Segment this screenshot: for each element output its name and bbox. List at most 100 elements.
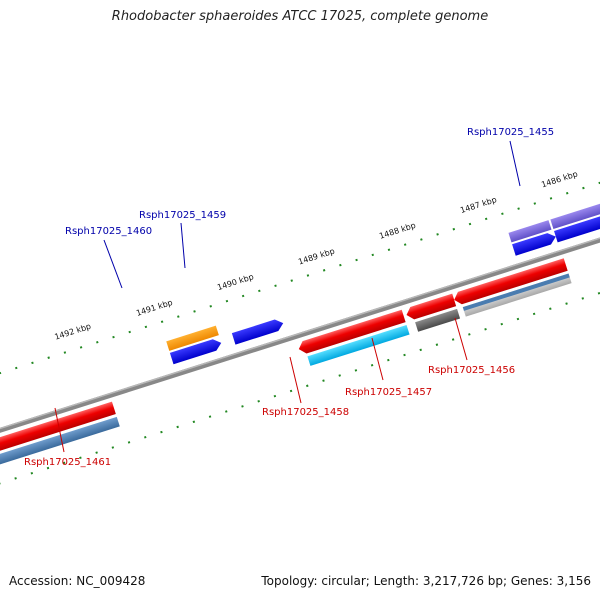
outer-tick-10	[112, 335, 115, 339]
inner-tick-25	[387, 358, 390, 362]
gene-label-1461[interactable]: Rsph17025_1461	[24, 457, 111, 468]
outer-tick-12	[144, 325, 148, 329]
gene-label-1456[interactable]: Rsph17025_1456	[428, 365, 515, 376]
gene-1461-arrow[interactable]	[0, 401, 116, 454]
gene-1455-arrow[interactable]	[512, 231, 558, 256]
outer-tick-7	[63, 351, 67, 354]
gene-rsph17025-1460[interactable]	[166, 325, 223, 365]
callout-line-1459	[180, 222, 186, 269]
gene-label-1457[interactable]: Rsph17025_1457	[345, 387, 432, 398]
outer-tick-14	[177, 315, 180, 318]
backbone-highlight	[0, 214, 600, 446]
gene-1459-arrow[interactable]	[231, 317, 285, 345]
inner-tick-1	[0, 482, 1, 485]
gene-1455-arrow-next[interactable]	[554, 212, 600, 243]
outer-tick-37	[549, 197, 553, 200]
inner-tick-5	[62, 461, 66, 465]
gene-1456-feature-top[interactable]	[462, 273, 570, 311]
gene-1455-feature-right[interactable]	[550, 201, 600, 230]
inner-tick-34	[532, 312, 536, 316]
outer-tick-34	[501, 212, 504, 216]
gene-rsph17025-1456[interactable]	[452, 258, 572, 318]
inner-tick-33	[516, 317, 520, 321]
inner-tick-12	[176, 425, 179, 429]
inner-tick-16	[241, 405, 244, 408]
callout-line-1455	[509, 140, 521, 187]
outer-tick-25	[355, 258, 358, 262]
inner-tick-11	[160, 430, 163, 434]
outer-tick-23	[322, 269, 326, 272]
gene-1458-feature[interactable]	[307, 324, 410, 366]
outer-tick-31	[452, 227, 456, 231]
gene-1458-arrow[interactable]	[297, 309, 406, 356]
gene-1456-arrow[interactable]	[452, 258, 568, 306]
inner-tick-27	[419, 348, 422, 352]
outer-tick-35	[517, 207, 520, 210]
outer-tick-row	[0, 181, 600, 375]
inner-tick-36	[565, 302, 568, 305]
inner-tick-10	[143, 435, 147, 439]
inner-tick-21	[322, 379, 325, 382]
map-title: Rhodobacter sphaeroides ATCC 17025, comp…	[111, 9, 489, 24]
outer-tick-9	[96, 341, 99, 344]
gene-1457-arrow[interactable]	[405, 293, 457, 322]
outer-tick-22	[306, 274, 310, 277]
kbp-label-1492: 1492 kbp	[53, 322, 92, 342]
inner-tick-row	[0, 292, 600, 485]
inner-tick-4	[46, 466, 50, 470]
gene-rsph17025-1455[interactable]	[508, 201, 600, 256]
gene-1460-feature[interactable]	[166, 325, 219, 351]
inner-tick-7	[95, 451, 98, 454]
outer-tick-39	[582, 186, 585, 190]
inner-tick-15	[225, 410, 228, 413]
outer-tick-29	[420, 238, 423, 241]
gene-label-1458[interactable]: Rsph17025_1458	[262, 407, 349, 418]
inner-tick-35	[549, 307, 552, 310]
outer-tick-33	[484, 217, 488, 221]
outer-tick-6	[47, 356, 50, 359]
gene-rsph17025-1457[interactable]	[405, 293, 461, 334]
inner-tick-20	[306, 384, 309, 388]
outer-tick-28	[403, 243, 407, 246]
inner-tick-19	[289, 389, 293, 393]
inner-tick-37	[581, 297, 585, 300]
gene-rsph17025-1458[interactable]	[297, 309, 410, 368]
kbp-label-1490: 1490 kbp	[216, 272, 255, 292]
inner-tick-8	[111, 446, 115, 449]
inner-tick-14	[208, 415, 212, 418]
gene-1460-arrow[interactable]	[169, 337, 223, 365]
inner-tick-32	[500, 322, 503, 326]
gene-label-1455[interactable]: Rsph17025_1455	[467, 127, 554, 138]
kbp-label-1486: 1486 kbp	[540, 169, 579, 189]
inner-tick-3	[30, 471, 34, 475]
gene-label-1459[interactable]: Rsph17025_1459	[139, 210, 226, 221]
callout-line-1458	[289, 356, 302, 404]
gene-1455-feature-left[interactable]	[508, 220, 552, 243]
outer-tick-32	[468, 222, 472, 226]
kbp-label-1491: 1491 kbp	[135, 298, 174, 318]
inner-tick-26	[403, 353, 406, 357]
callout-line-1456	[454, 317, 468, 361]
gene-rsph17025-1461[interactable]	[0, 401, 120, 466]
outer-tick-13	[160, 320, 164, 323]
inner-tick-28	[435, 343, 439, 346]
outer-tick-18	[241, 294, 245, 298]
outer-tick-5	[31, 361, 34, 365]
gene-rsph17025-1459[interactable]	[231, 317, 285, 345]
gene-1461-feature[interactable]	[0, 416, 120, 466]
accession-label: Accession: NC_009428	[9, 574, 146, 588]
outer-tick-26	[371, 253, 375, 257]
inner-tick-22	[338, 374, 341, 377]
gene-label-1460[interactable]: Rsph17025_1460	[65, 226, 152, 237]
outer-tick-16	[209, 305, 212, 308]
outer-tick-36	[533, 202, 537, 205]
inner-tick-9	[127, 441, 131, 444]
kbp-label-1488: 1488 kbp	[378, 221, 417, 241]
inner-tick-29	[451, 338, 455, 341]
inner-tick-18	[273, 394, 277, 398]
inner-tick-6	[79, 456, 82, 460]
inner-tick-31	[484, 328, 487, 331]
gene-1457-feature[interactable]	[415, 308, 461, 332]
inner-tick-30	[468, 333, 471, 336]
outer-tick-24	[339, 263, 342, 267]
